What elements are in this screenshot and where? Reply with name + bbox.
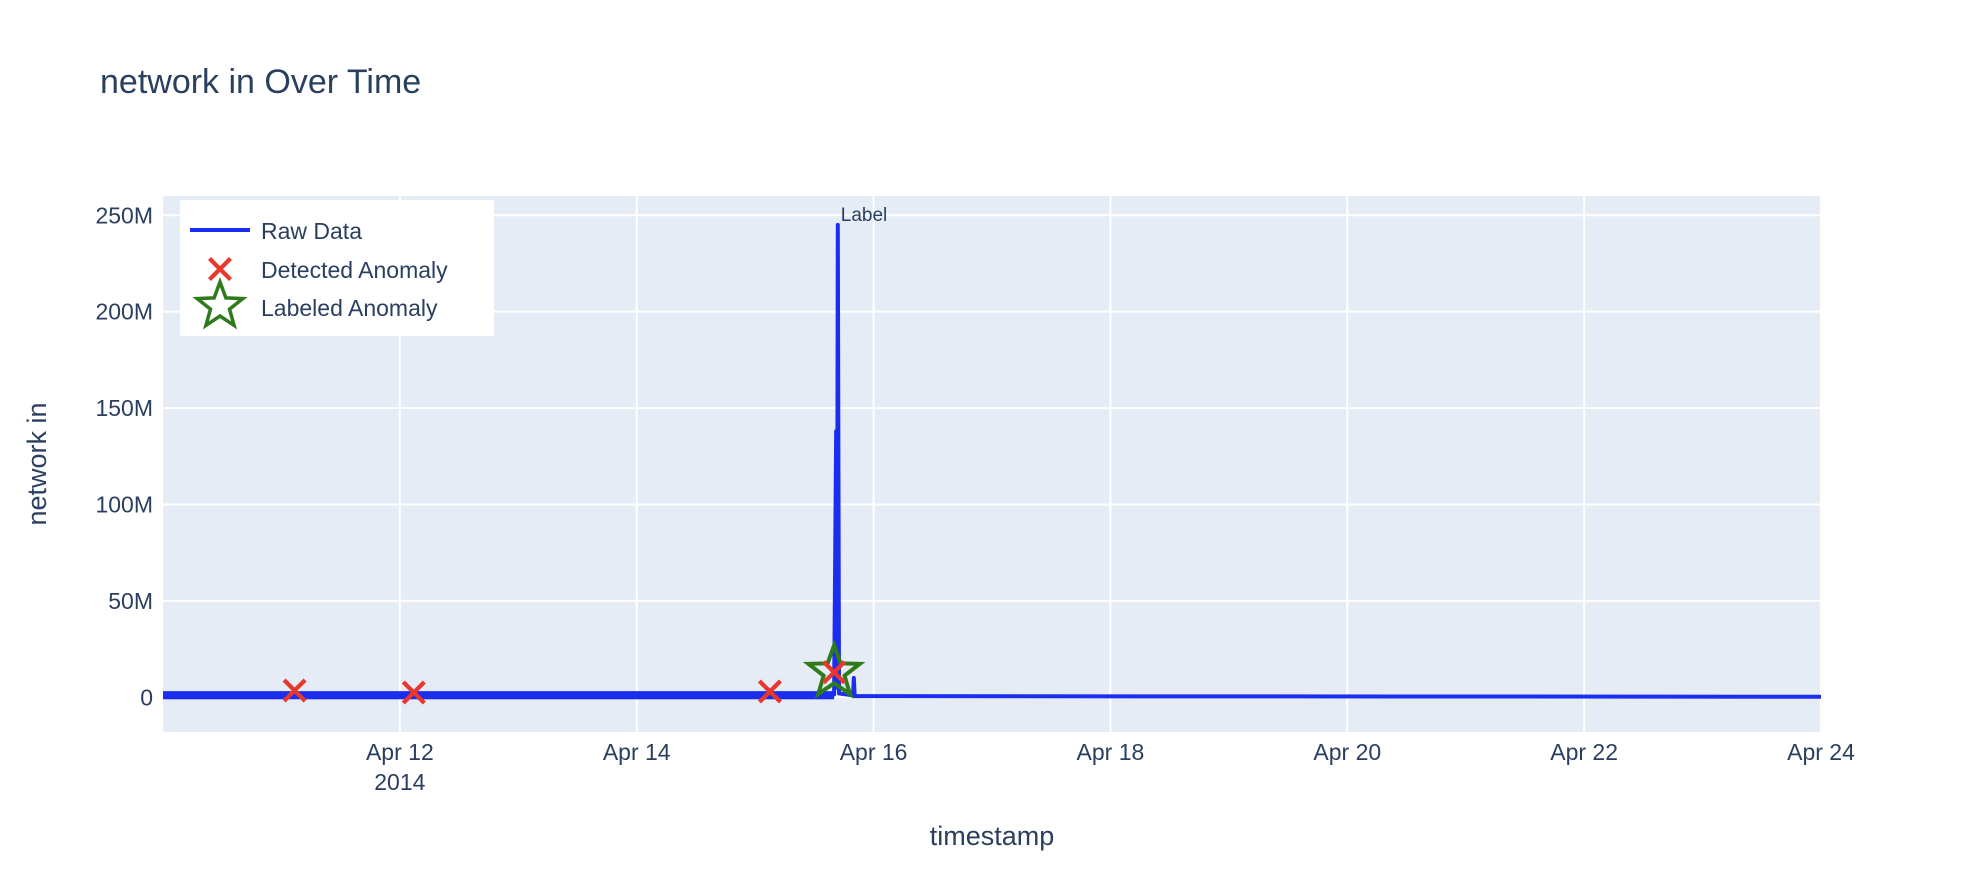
legend-detected-anomaly-swatch — [208, 257, 232, 281]
x-tick-label: Apr 20 — [1313, 739, 1381, 765]
y-tick-label: 250M — [95, 202, 153, 228]
legend-labeled-anomaly-label[interactable]: Labeled Anomaly — [261, 295, 438, 321]
x-tick-label: Apr 12 — [366, 739, 434, 765]
x-tick-label: Apr 14 — [603, 739, 671, 765]
x-tick-label: Apr 22 — [1550, 739, 1618, 765]
y-tick-label: 0 — [140, 684, 153, 710]
legend-raw-data-label[interactable]: Raw Data — [261, 218, 362, 244]
y-tick-label: 150M — [95, 395, 153, 421]
chart-title: network in Over Time — [100, 63, 421, 101]
y-axis-title: network in — [22, 402, 52, 525]
raw-data-noise-band — [163, 691, 835, 700]
axes: Apr 12 2014 Apr 14 Apr 16 Apr 18 Apr 20 Apr 22… — [95, 202, 1855, 795]
legend-labeled-anomaly-swatch — [192, 276, 248, 330]
x-tick-label: Apr 16 — [840, 739, 908, 765]
x-tick-sublabel: 2014 — [374, 769, 425, 795]
detected-anomaly-marker[interactable] — [757, 679, 782, 704]
labeled-anomaly-marker[interactable] — [802, 639, 866, 699]
detected-anomaly-marker[interactable] — [822, 660, 847, 685]
legend-star-shape — [192, 276, 248, 330]
legend[interactable]: Raw Data Detected Anomaly Labeled Anomal… — [180, 200, 494, 336]
y-tick-label: 200M — [95, 299, 153, 325]
legend-detected-anomaly-label[interactable]: Detected Anomaly — [261, 257, 448, 283]
y-tick-label: 50M — [108, 588, 153, 614]
x-tick-label: Apr 24 — [1787, 739, 1855, 765]
series-line-raw-data[interactable] — [163, 222, 1821, 699]
x-tick-label: Apr 18 — [1077, 739, 1145, 765]
y-tick-label: 100M — [95, 491, 153, 517]
data-layer — [163, 222, 1821, 705]
annotation-label: Label — [841, 205, 888, 226]
detected-anomaly-marker[interactable] — [282, 678, 307, 703]
x-axis-title: timestamp — [930, 821, 1055, 851]
detected-anomaly-marker[interactable] — [401, 680, 426, 705]
